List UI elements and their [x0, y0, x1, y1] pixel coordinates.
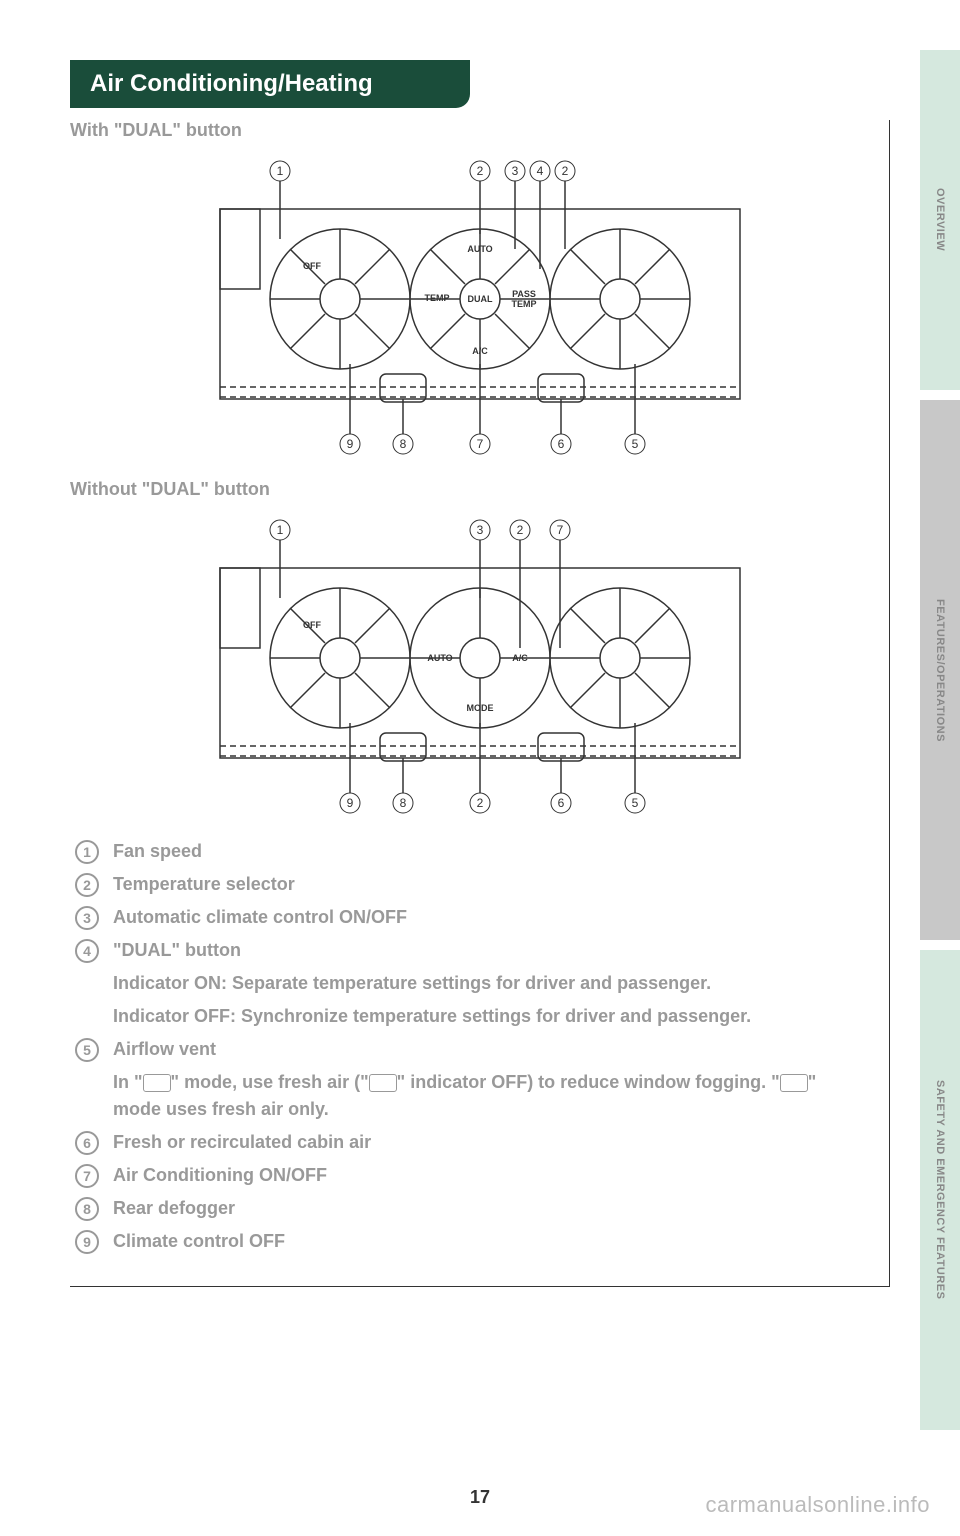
watermark: carmanualsonline.info — [705, 1492, 930, 1518]
legend-text: Automatic climate control ON/OFF — [113, 904, 849, 931]
content-frame: With "DUAL" button — [70, 120, 890, 1287]
svg-text:4: 4 — [536, 164, 543, 178]
legend-number: 4 — [75, 939, 99, 963]
svg-text:6: 6 — [557, 437, 564, 451]
legend-item: 4 "DUAL" button — [75, 937, 849, 964]
svg-text:3: 3 — [511, 164, 518, 178]
diagram-with-dual: AUTO TEMP PASSTEMP DUAL A/C OFF 1 2 3 4 … — [140, 149, 780, 459]
with-dual-label: With "DUAL" button — [70, 120, 849, 141]
legend-item: 3 Automatic climate control ON/OFF — [75, 904, 849, 931]
svg-text:OFF: OFF — [303, 620, 321, 630]
legend-number: 6 — [75, 1131, 99, 1155]
legend-item: 2 Temperature selector — [75, 871, 849, 898]
defrost-icon — [780, 1074, 808, 1092]
legend-number: 5 — [75, 1038, 99, 1062]
diagram-without-dual: AUTO A/C MODE OFF 1 3 2 7 9 8 2 6 5 — [140, 508, 780, 818]
legend-item: 9 Climate control OFF — [75, 1228, 849, 1255]
without-dual-label: Without "DUAL" button — [70, 479, 849, 500]
svg-text:2: 2 — [516, 523, 523, 537]
section-header: Air Conditioning/Heating — [70, 60, 470, 108]
legend-item: 5 Airflow vent — [75, 1036, 849, 1063]
svg-text:9: 9 — [346, 796, 353, 810]
svg-text:A/C: A/C — [512, 653, 528, 663]
svg-text:2: 2 — [476, 796, 483, 810]
legend-text: Temperature selector — [113, 871, 849, 898]
tab-overview[interactable]: OVERVIEW — [920, 50, 960, 390]
svg-text:AUTO: AUTO — [427, 653, 452, 663]
svg-text:7: 7 — [556, 523, 563, 537]
svg-text:2: 2 — [561, 164, 568, 178]
legend-text: Air Conditioning ON/OFF — [113, 1162, 849, 1189]
legend-text: Climate control OFF — [113, 1228, 849, 1255]
svg-text:TEMP: TEMP — [424, 293, 449, 303]
svg-text:DUAL: DUAL — [467, 294, 492, 304]
svg-text:5: 5 — [631, 796, 638, 810]
side-tabs: OVERVIEW FEATURES/OPERATIONS SAFETY AND … — [920, 0, 960, 1536]
legend-number: 7 — [75, 1164, 99, 1188]
legend-subtext: In "" mode, use fresh air ("" indicator … — [113, 1069, 849, 1123]
tab-safety[interactable]: SAFETY AND EMERGENCY FEATURES — [920, 950, 960, 1430]
svg-text:6: 6 — [557, 796, 564, 810]
legend-list: 1 Fan speed 2 Temperature selector 3 Automa… — [70, 838, 849, 1255]
legend-number: 8 — [75, 1197, 99, 1221]
legend-item: 8 Rear defogger — [75, 1195, 849, 1222]
recirculate-icon — [369, 1074, 397, 1092]
svg-text:MODE: MODE — [466, 703, 493, 713]
legend-number: 9 — [75, 1230, 99, 1254]
svg-text:8: 8 — [399, 796, 406, 810]
legend-subtext: Indicator ON: Separate temperature setti… — [113, 970, 849, 997]
legend-item: 7 Air Conditioning ON/OFF — [75, 1162, 849, 1189]
svg-text:1: 1 — [276, 164, 283, 178]
legend-number: 1 — [75, 840, 99, 864]
legend-text: Airflow vent — [113, 1036, 849, 1063]
defrost-icon — [143, 1074, 171, 1092]
svg-text:OFF: OFF — [303, 261, 321, 271]
legend-text: "DUAL" button — [113, 937, 849, 964]
svg-text:2: 2 — [476, 164, 483, 178]
tab-features[interactable]: FEATURES/OPERATIONS — [920, 400, 960, 940]
svg-text:9: 9 — [346, 437, 353, 451]
legend-number: 2 — [75, 873, 99, 897]
svg-text:A/C: A/C — [472, 346, 488, 356]
svg-text:8: 8 — [399, 437, 406, 451]
legend-text: Fresh or recirculated cabin air — [113, 1129, 849, 1156]
legend-item: 6 Fresh or recirculated cabin air — [75, 1129, 849, 1156]
svg-text:5: 5 — [631, 437, 638, 451]
svg-text:AUTO: AUTO — [467, 244, 492, 254]
svg-text:PASS: PASS — [512, 289, 536, 299]
legend-subtext: Indicator OFF: Synchronize temperature s… — [113, 1003, 849, 1030]
svg-text:3: 3 — [476, 523, 483, 537]
svg-text:7: 7 — [476, 437, 483, 451]
legend-item: 1 Fan speed — [75, 838, 849, 865]
svg-text:TEMP: TEMP — [511, 299, 536, 309]
svg-text:1: 1 — [276, 523, 283, 537]
legend-text: Fan speed — [113, 838, 849, 865]
legend-text: Rear defogger — [113, 1195, 849, 1222]
legend-number: 3 — [75, 906, 99, 930]
